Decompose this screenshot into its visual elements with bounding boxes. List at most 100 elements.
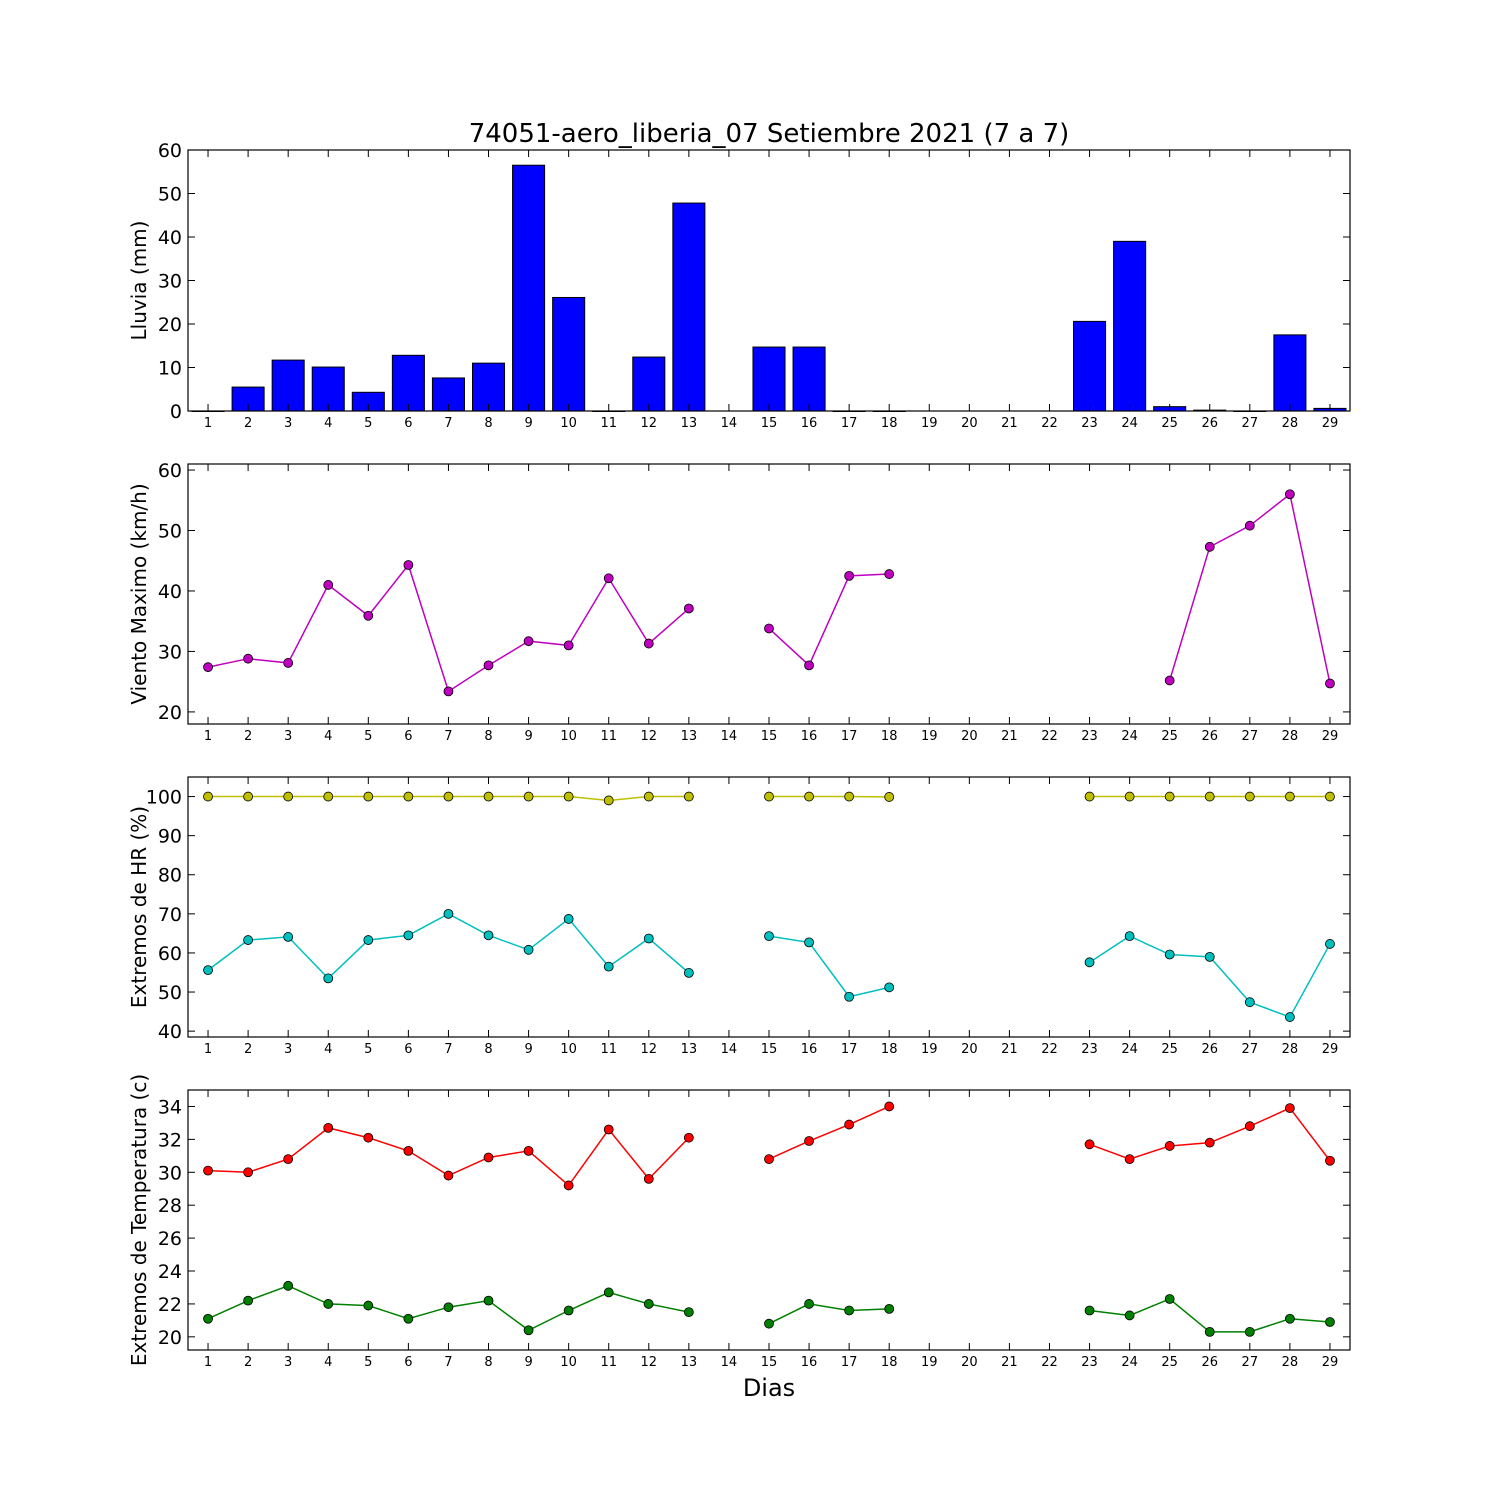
point-wind-day-6 (403, 560, 414, 570)
point-hr_max-day-23 (1084, 791, 1095, 802)
bar-day-6 (391, 354, 425, 412)
xtick-label: 15 (761, 1042, 778, 1057)
xtick-label: 28 (1282, 729, 1299, 744)
point-temp_max-day-3 (283, 1154, 294, 1165)
point-temp_min-day-5 (363, 1300, 374, 1311)
point-hr_min-day-8 (483, 930, 494, 941)
xtick-label: 7 (444, 416, 452, 431)
bar-day-10 (552, 296, 586, 412)
xtick-label: 5 (364, 416, 372, 431)
xtick-label: 13 (681, 1042, 698, 1057)
xtick-label: 8 (484, 1042, 492, 1057)
ytick-label: 32 (158, 1129, 182, 1151)
bar-day-12 (632, 356, 666, 412)
xtick-label: 7 (444, 729, 452, 744)
xtick-label: 16 (801, 1042, 818, 1057)
point-wind-day-17 (844, 570, 855, 581)
series-temp_max-line-1 (768, 1105, 890, 1160)
xtick-label: 16 (801, 729, 818, 744)
xtick-label: 1 (204, 1355, 212, 1370)
xtick-label: 22 (1041, 1042, 1058, 1057)
xtick-label: 24 (1121, 1355, 1138, 1370)
xtick-label: 7 (444, 1042, 452, 1057)
xtick-label: 22 (1041, 1355, 1058, 1370)
xtick-label: 14 (721, 729, 738, 744)
xtick-label: 12 (641, 729, 658, 744)
xtick-label: 24 (1121, 416, 1138, 431)
xtick-label: 9 (524, 1355, 532, 1370)
xtick-label: 21 (1001, 1042, 1018, 1057)
point-hr_min-day-11 (603, 961, 614, 972)
xtick-label: 2 (244, 1042, 252, 1057)
ytick-label: 30 (158, 1162, 182, 1184)
ytick-label: 40 (158, 581, 182, 603)
point-hr_min-day-13 (683, 967, 694, 978)
xtick-label: 22 (1041, 729, 1058, 744)
point-wind-day-2 (243, 653, 254, 664)
ytick-label: 20 (158, 702, 182, 724)
point-hr_max-day-10 (563, 791, 574, 802)
point-hr_max-day-3 (283, 791, 294, 802)
point-wind-day-16 (804, 660, 814, 671)
xtick-label: 3 (284, 1042, 292, 1057)
point-temp_min-day-10 (563, 1305, 574, 1316)
xtick-label: 19 (921, 729, 938, 744)
point-temp_max-day-16 (804, 1136, 814, 1146)
ytick-label: 60 (158, 140, 182, 162)
xtick-label: 11 (600, 1355, 617, 1370)
point-wind-day-8 (483, 660, 494, 671)
point-temp_max-day-28 (1284, 1103, 1295, 1114)
ytick-label: 40 (158, 1021, 182, 1043)
point-temp_min-day-11 (603, 1287, 614, 1298)
xtick-label: 2 (244, 416, 252, 431)
ytick-label: 30 (158, 641, 182, 663)
xtick-label: 2 (244, 1355, 252, 1370)
xtick-label: 5 (364, 729, 372, 744)
xtick-label: 23 (1081, 1355, 1098, 1370)
point-hr_max-day-8 (483, 791, 494, 802)
xtick-label: 27 (1242, 1042, 1259, 1057)
xtick-label: 22 (1041, 416, 1058, 431)
xtick-label: 8 (484, 1355, 492, 1370)
point-temp_max-day-6 (403, 1145, 414, 1156)
point-wind-day-11 (603, 573, 614, 584)
xtick-label: 29 (1322, 1042, 1339, 1057)
point-temp_max-day-10 (563, 1180, 574, 1191)
ytick-label: 90 (158, 826, 182, 848)
point-temp_max-day-27 (1244, 1121, 1255, 1132)
point-temp_max-day-9 (523, 1145, 534, 1156)
series-temp_min-line-1 (768, 1303, 890, 1325)
point-temp_min-day-1 (203, 1313, 213, 1324)
xtick-label: 26 (1201, 1042, 1218, 1057)
point-temp_min-day-4 (323, 1299, 334, 1309)
point-hr_max-day-4 (323, 791, 334, 802)
point-temp_max-day-4 (323, 1122, 334, 1133)
point-hr_max-day-13 (683, 791, 694, 802)
point-temp_min-day-18 (884, 1303, 895, 1314)
xtick-label: 9 (524, 729, 532, 744)
xtick-label: 7 (444, 1355, 452, 1370)
point-temp_min-day-16 (804, 1299, 814, 1309)
point-hr_max-day-15 (764, 791, 774, 802)
point-hr_min-day-17 (844, 991, 855, 1002)
xtick-label: 20 (961, 729, 978, 744)
xtick-label: 4 (324, 729, 332, 744)
point-hr_min-day-27 (1244, 997, 1255, 1008)
point-wind-day-29 (1325, 678, 1335, 689)
point-hr_min-day-4 (323, 973, 334, 984)
xtick-label: 20 (961, 1042, 978, 1057)
ytick-label: 60 (158, 943, 182, 965)
point-temp_min-day-28 (1284, 1313, 1295, 1324)
point-hr_min-day-29 (1325, 939, 1335, 949)
ytick-label: 30 (158, 271, 182, 293)
xtick-label: 18 (881, 729, 898, 744)
point-wind-day-25 (1164, 675, 1175, 686)
xtick-label: 24 (1121, 1042, 1138, 1057)
point-temp_min-day-13 (683, 1307, 694, 1318)
point-hr_max-day-29 (1325, 791, 1335, 802)
point-hr_max-day-7 (443, 791, 454, 802)
y-axis-label: Extremos de Temperatura (c) (127, 1074, 151, 1366)
point-temp_max-day-7 (443, 1170, 454, 1181)
point-hr_max-day-2 (243, 791, 254, 802)
